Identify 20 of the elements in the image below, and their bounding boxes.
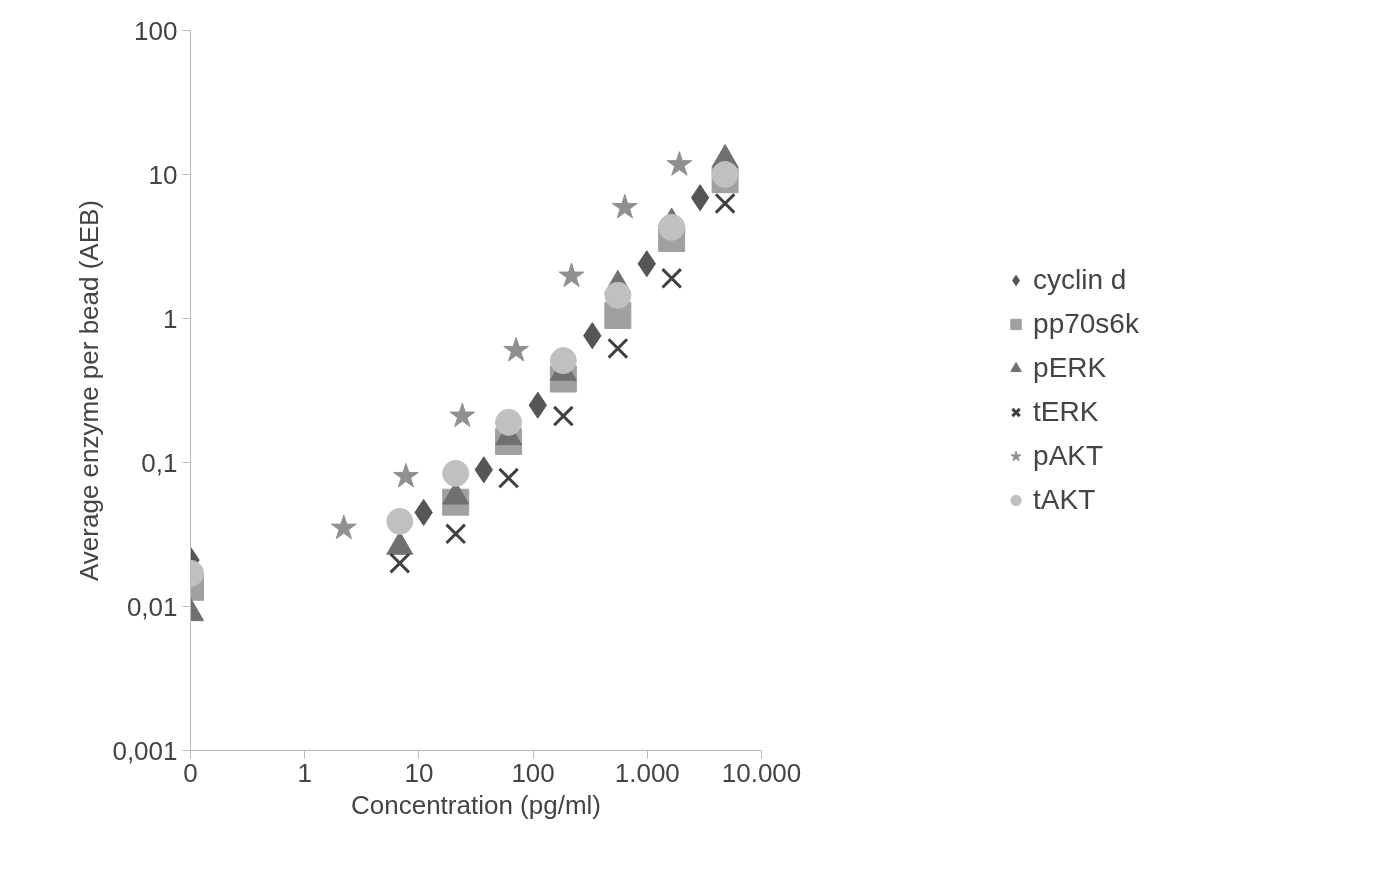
x-tick-label: 100 bbox=[511, 757, 555, 788]
y-tick-label: 0,1 bbox=[141, 447, 178, 478]
x-tick-label: 1.000 bbox=[614, 757, 680, 788]
legend-label: pp70s6k bbox=[1033, 308, 1139, 340]
x-tick-label: 1 bbox=[297, 757, 312, 788]
y-tick-label: 1 bbox=[163, 303, 178, 334]
y-tick-label: 10 bbox=[148, 159, 178, 190]
x-tick-label: 10.000 bbox=[721, 757, 802, 788]
legend-label: tAKT bbox=[1033, 484, 1096, 516]
y-axis-title: Average enzyme per bead (AEB) bbox=[74, 199, 105, 582]
y-tick-label: 0,01 bbox=[126, 591, 178, 622]
y-tick-label: 100 bbox=[134, 15, 178, 46]
legend-label: tERK bbox=[1033, 396, 1099, 428]
y-tick-label: 0,001 bbox=[112, 735, 178, 766]
x-axis-title: Concentration (pg/ml) bbox=[351, 789, 601, 820]
legend-label: cyclin d bbox=[1033, 264, 1127, 296]
x-tick-label: 0 bbox=[183, 757, 198, 788]
legend-label: pERK bbox=[1033, 352, 1107, 384]
x-tick-label: 10 bbox=[404, 757, 434, 788]
legend-label: pAKT bbox=[1033, 440, 1104, 472]
